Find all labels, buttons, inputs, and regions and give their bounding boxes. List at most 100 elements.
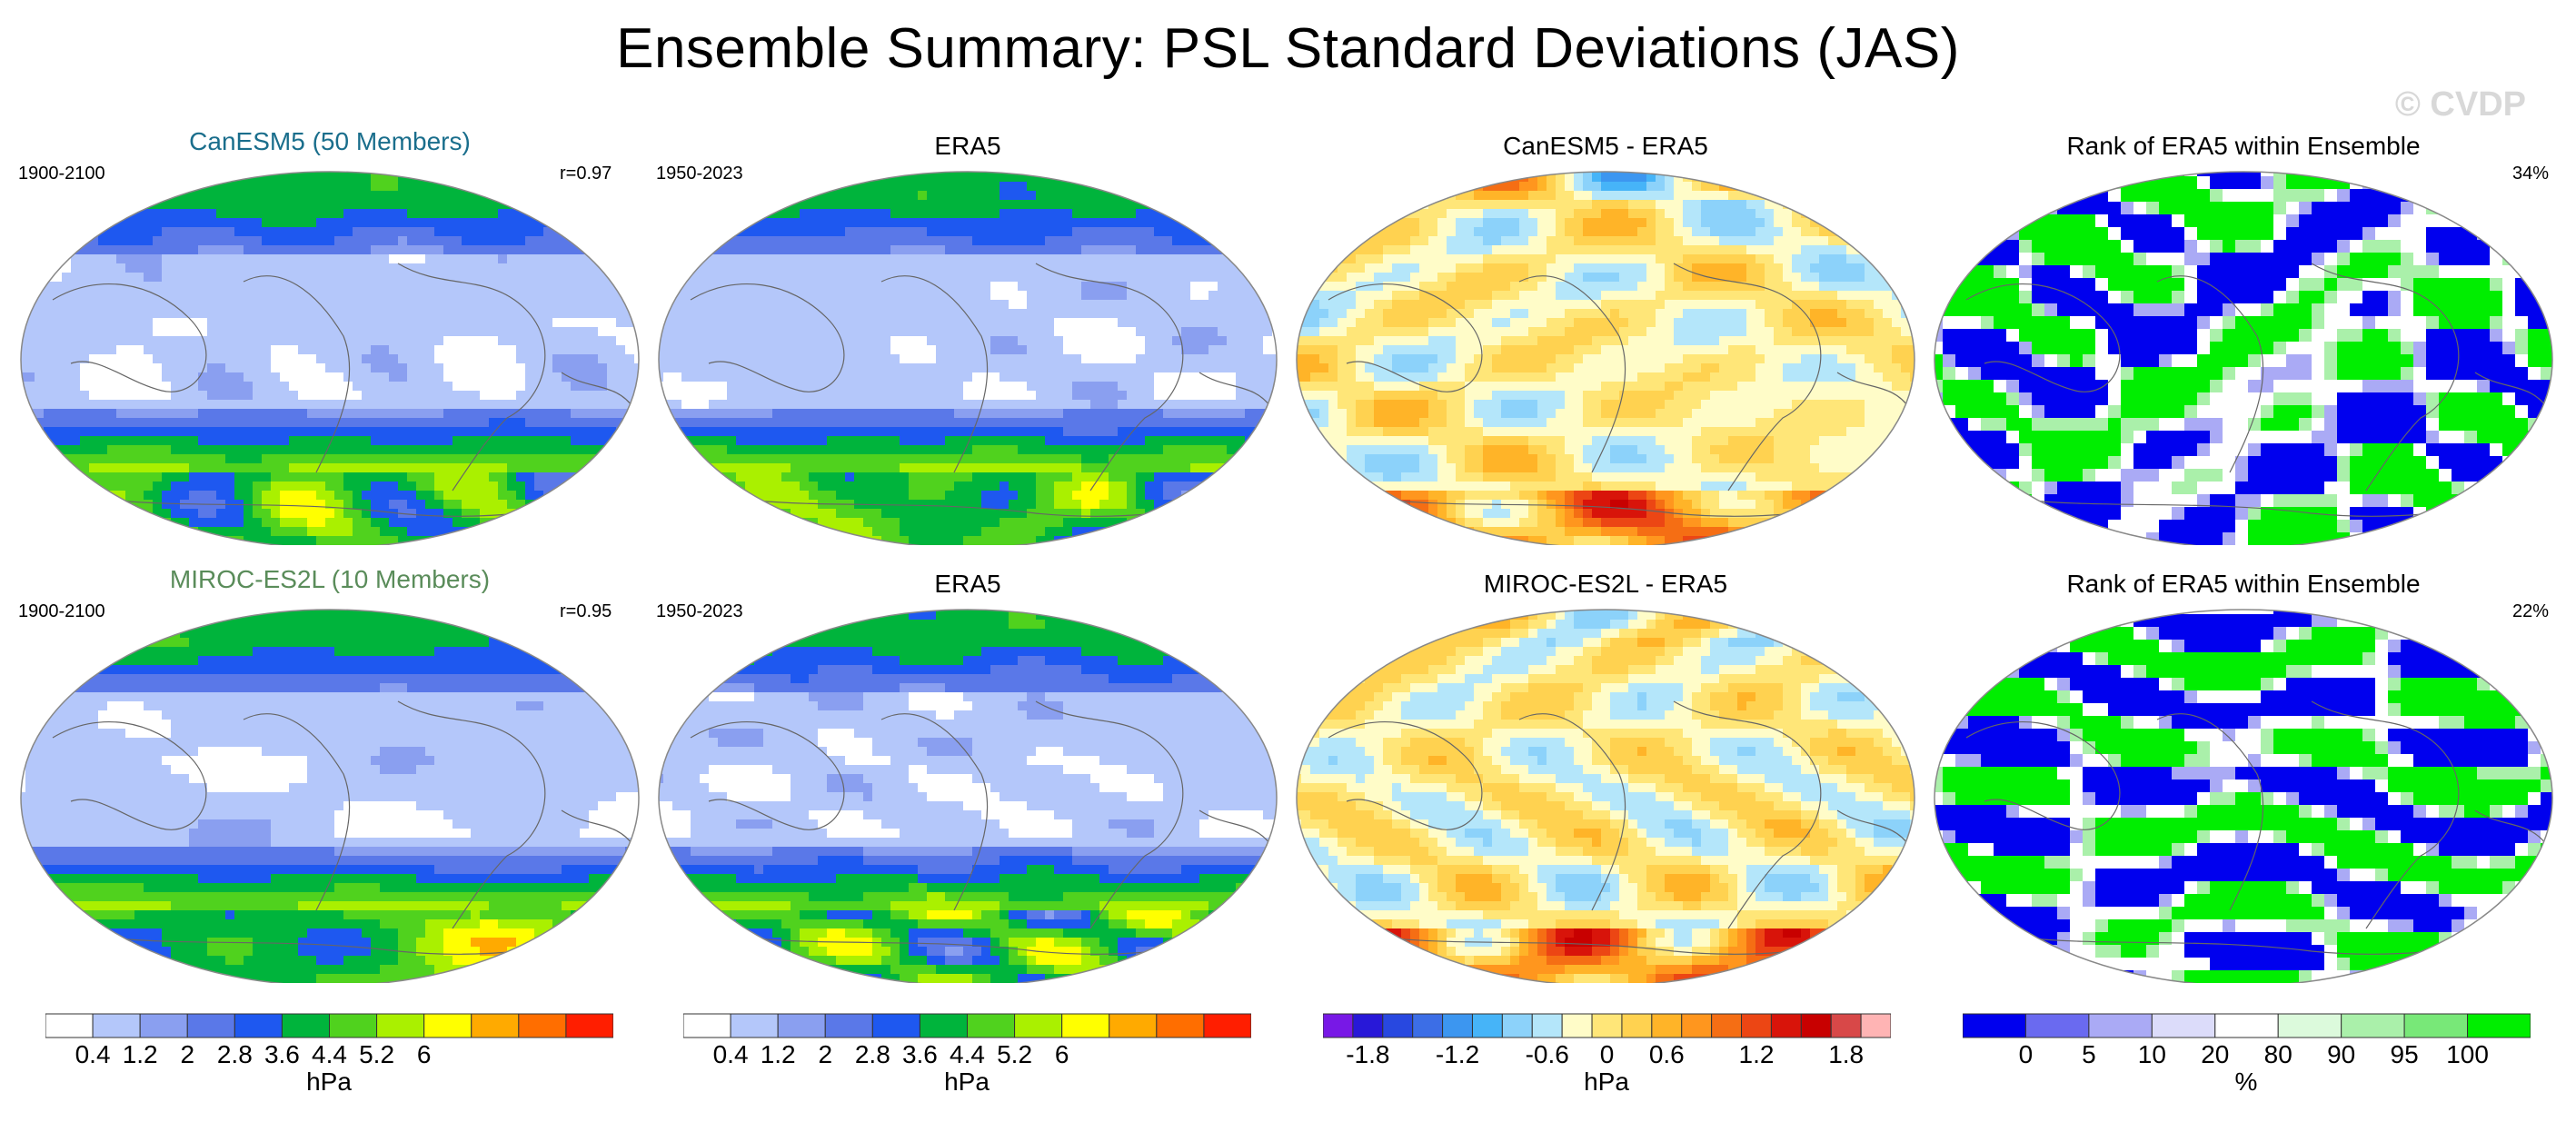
colorbar-tick-label: 0 [2019,1040,2034,1069]
panel-4-rank-percent: 34% [2512,164,2549,184]
colorbar-tick-label: 10 [2138,1040,2166,1069]
colorbar-box [1770,1013,1802,1038]
colorbar-2 [683,1013,1251,1038]
colorbar-box [1061,1013,1110,1038]
colorbar-box [1156,1013,1205,1038]
colorbar-box [471,1013,520,1038]
colorbar-3 [1323,1013,1891,1038]
colorbar-box [1323,1013,1354,1038]
colorbar-tick-label: 2 [818,1040,832,1069]
colorbar-tick-label: 0 [1600,1040,1615,1069]
colorbar-box [565,1013,613,1038]
panel-7-map [1296,609,1915,983]
colorbar-box [1741,1013,1772,1038]
panel-1-map [20,171,640,545]
colorbar-tick-label: 90 [2327,1040,2355,1069]
colorbar-box [1963,1013,2026,1038]
colorbar-tick-label: 2.8 [217,1040,253,1069]
colorbar-box [1412,1013,1444,1038]
colorbar-tick-label: 4.4 [312,1040,347,1069]
colorbar-box [919,1013,968,1038]
colorbar-tick-label: -1.8 [1346,1040,1389,1069]
colorbar-box [1203,1013,1251,1038]
panel-6-map [658,609,1278,983]
panel-1-correlation: r=0.97 [560,164,612,184]
colorbar-tick-label: 80 [2264,1040,2293,1069]
colorbar-box [2341,1013,2405,1038]
colorbar-box [683,1013,731,1038]
colorbar-box [1531,1013,1563,1038]
colorbar-box [1442,1013,1473,1038]
cvdp-watermark: © CVDP [2395,85,2526,124]
colorbar-4 [1963,1013,2531,1038]
colorbar-unit-label: hPa [1584,1067,1629,1097]
colorbar-box [1830,1013,1862,1038]
panel-8-title: Rank of ERA5 within Ensemble [1930,570,2557,599]
colorbar-tick-label: 0.4 [713,1040,749,1069]
colorbar-tick-label: 6 [417,1040,432,1069]
colorbar-box [824,1013,873,1038]
colorbar-box [186,1013,235,1038]
colorbar-box [423,1013,472,1038]
colorbar-box [1561,1013,1593,1038]
colorbar-tick-label: 5.2 [997,1040,1032,1069]
panel-7-title: MIROC-ES2L - ERA5 [1292,570,1919,599]
colorbar-box [2088,1013,2153,1038]
colorbar-box [45,1013,94,1038]
colorbar-tick-label: 3.6 [902,1040,938,1069]
panel-5-title: MIROC-ES2L (10 Members) [16,565,643,594]
colorbar-tick-label: 2.8 [855,1040,890,1069]
panel-2-period: 1950-2023 [656,164,743,184]
colorbar-box [1471,1013,1503,1038]
colorbar-box [518,1013,567,1038]
colorbar-box [2151,1013,2216,1038]
colorbar-box [1109,1013,1158,1038]
colorbar-box [92,1013,141,1038]
colorbar-box [777,1013,826,1038]
panel-2-map [658,171,1278,545]
colorbar-box [234,1013,283,1038]
colorbar-box [1621,1013,1653,1038]
colorbar-box [967,1013,1016,1038]
colorbar-box [1382,1013,1414,1038]
colorbar-tick-label: 4.4 [950,1040,985,1069]
panel-2-title: ERA5 [654,132,1281,161]
colorbar-tick-label: 0.4 [75,1040,111,1069]
colorbar-box [730,1013,779,1038]
colorbar-tick-label: 1.8 [1828,1040,1864,1069]
colorbar-tick-label: 1.2 [761,1040,796,1069]
colorbar-box [1800,1013,1832,1038]
panel-3-title: CanESM5 - ERA5 [1292,132,1919,161]
colorbar-box [376,1013,425,1038]
colorbar-tick-label: 1.2 [123,1040,158,1069]
colorbar-unit-label: hPa [944,1067,990,1097]
colorbar-box [2403,1013,2469,1038]
panel-5-correlation: r=0.95 [560,601,612,622]
colorbar-box [2214,1013,2279,1038]
figure-title: Ensemble Summary: PSL Standard Deviation… [0,16,2576,81]
colorbar-box [1501,1013,1533,1038]
colorbar-tick-label: 6 [1055,1040,1069,1069]
colorbar-box [1014,1013,1063,1038]
colorbar-box [2467,1013,2531,1038]
colorbar-tick-label: -1.2 [1436,1040,1479,1069]
colorbar-tick-label: 2 [180,1040,194,1069]
colorbar-box [139,1013,188,1038]
colorbar-tick-label: -0.6 [1526,1040,1569,1069]
colorbar-tick-label: 20 [2201,1040,2229,1069]
colorbar-1 [45,1013,613,1038]
panel-6-period: 1950-2023 [656,601,743,622]
panel-4-title: Rank of ERA5 within Ensemble [1930,132,2557,161]
colorbar-unit-label: hPa [306,1067,352,1097]
colorbar-tick-label: 5.2 [359,1040,394,1069]
colorbar-box [871,1013,920,1038]
colorbar-box [1651,1013,1683,1038]
colorbar-box [2024,1013,2090,1038]
panel-6-title: ERA5 [654,570,1281,599]
colorbar-box [329,1013,378,1038]
panel-8-map [1934,609,2553,983]
colorbar-box [1860,1013,1891,1038]
colorbar-tick-label: 95 [2391,1040,2419,1069]
colorbar-tick-label: 1.2 [1739,1040,1775,1069]
colorbar-tick-label: 100 [2446,1040,2489,1069]
